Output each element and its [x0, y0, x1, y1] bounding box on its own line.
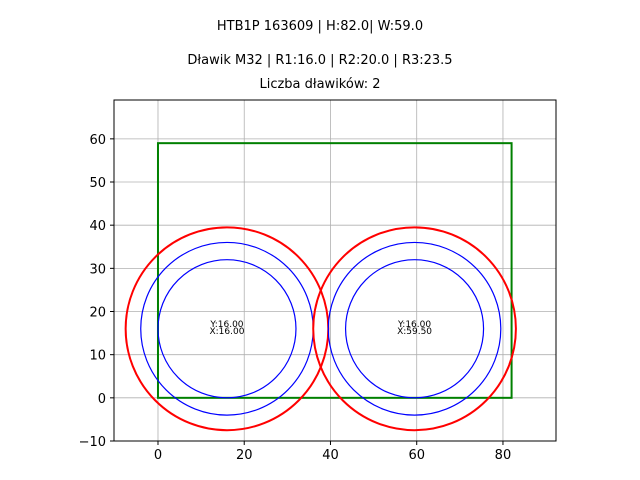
y-tick-label: 10	[89, 349, 106, 364]
y-tick-label: 40	[89, 219, 106, 234]
y-tick-label: 20	[89, 306, 106, 321]
y-tick-label: 50	[89, 176, 106, 191]
gland-circle-2-r2	[327, 241, 502, 416]
gland-circle-2-r3	[312, 226, 517, 432]
x-tick-label: 40	[322, 448, 339, 463]
y-tick-label: 0	[98, 392, 106, 407]
annotation-x-2: X:59.50	[397, 327, 432, 337]
annotation-x-1: X:16.00	[209, 327, 244, 337]
axes-frame	[113, 99, 557, 442]
gland-circle-1-r1	[157, 259, 297, 399]
y-tick-label: 30	[89, 262, 106, 277]
cabinet-rectangle	[156, 142, 513, 399]
x-tick-label: 60	[408, 448, 425, 463]
x-tick-label: 20	[236, 448, 253, 463]
chart-title-line2: Dławik M32 | R1:16.0 | R2:20.0 | R3:23.5	[187, 53, 453, 68]
y-tick-label: −10	[79, 435, 106, 450]
gland-circle-2-r1	[344, 259, 485, 399]
y-tick-label: 60	[89, 133, 106, 148]
chart-title-line3: Liczba dławików: 2	[259, 77, 381, 92]
chart-title-line1: HTB1P 163609 | H:82.0| W:59.0	[216, 19, 424, 34]
x-tick-label: 0	[154, 448, 162, 463]
annotation-y-2: Y:16.00	[397, 320, 431, 330]
annotation-y-1: Y:16.00	[209, 320, 243, 330]
x-tick-label: 80	[495, 448, 512, 463]
